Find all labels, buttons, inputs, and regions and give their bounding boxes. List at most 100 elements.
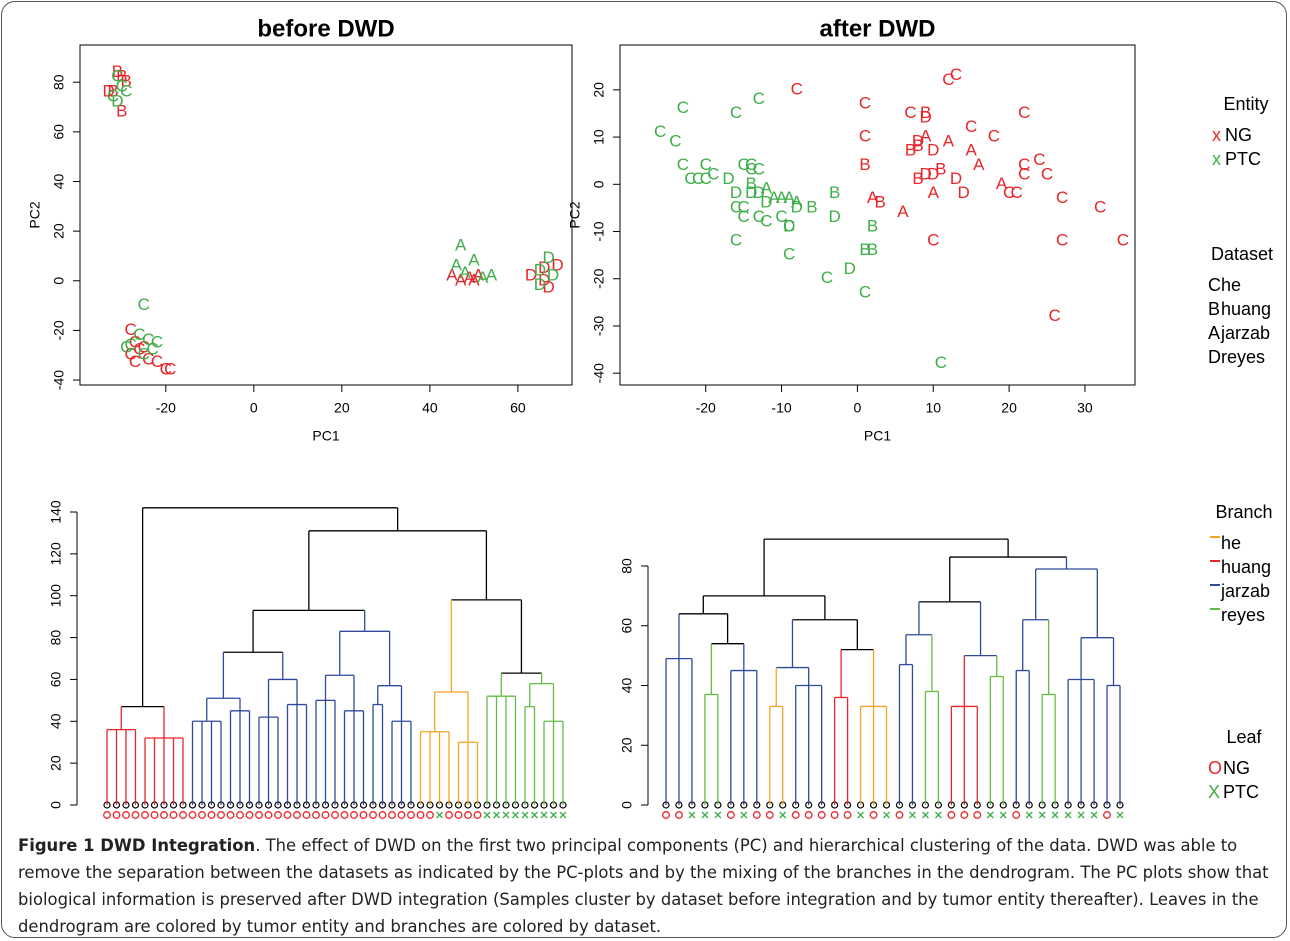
leaf-marker xyxy=(869,811,878,819)
leaf-marker-stroke xyxy=(1090,811,1098,819)
leaf-marker xyxy=(131,811,140,819)
point: C xyxy=(753,160,765,179)
point: C xyxy=(677,98,689,117)
point: C xyxy=(129,332,141,351)
point: B xyxy=(912,136,923,155)
leaf-marker xyxy=(226,811,235,819)
caption-text: . The effect of DWD on the first two pri… xyxy=(18,836,1269,936)
point: C xyxy=(783,245,795,264)
leaf-marker xyxy=(883,811,890,819)
point: C xyxy=(700,155,712,174)
point: B xyxy=(920,103,931,122)
point: A xyxy=(867,188,879,207)
leaf-marker xyxy=(493,811,500,819)
x-tick-label: 40 xyxy=(422,400,438,416)
point: A xyxy=(920,127,932,146)
point: C xyxy=(730,103,742,122)
point: D xyxy=(760,193,772,212)
x-tick-label: 20 xyxy=(334,400,350,416)
leaf-marker-stroke xyxy=(550,811,557,819)
point: C xyxy=(737,197,749,216)
point: A xyxy=(477,268,489,287)
leaf-marker-stroke xyxy=(540,811,548,819)
point: D xyxy=(920,164,932,183)
point: C xyxy=(1018,103,1030,122)
leaf-marker xyxy=(1116,811,1124,819)
point: B xyxy=(912,169,923,188)
x-tick-label: 0 xyxy=(854,400,862,416)
leaf-marker-stroke xyxy=(436,811,443,819)
point: D xyxy=(753,183,765,202)
point: D xyxy=(957,183,969,202)
leaf-marker xyxy=(765,811,774,819)
leaf-marker xyxy=(122,811,130,819)
leaf-marker xyxy=(340,811,349,819)
y-tick-label: 80 xyxy=(619,558,635,574)
y-tick-label: 40 xyxy=(48,713,64,729)
y-tick-label: 60 xyxy=(48,671,64,687)
plot-frame xyxy=(79,44,573,386)
leaf-marker xyxy=(779,811,787,819)
point: A xyxy=(468,250,480,269)
point: A xyxy=(897,202,909,221)
legend-symbol: x xyxy=(1212,125,1221,145)
point: C xyxy=(129,352,141,371)
point: C xyxy=(821,268,833,287)
y-tick-label: -20 xyxy=(51,320,67,340)
leaf-marker-stroke xyxy=(999,811,1007,819)
leaf-marker-stroke xyxy=(688,811,696,819)
leaf-marker xyxy=(198,811,206,819)
y-tick-label: 0 xyxy=(48,801,64,809)
point: B xyxy=(121,72,132,91)
point: A xyxy=(776,188,788,207)
legend-label: huang xyxy=(1221,299,1271,319)
legend-title: Branch xyxy=(1215,502,1272,522)
point: C xyxy=(1048,306,1060,325)
point: B xyxy=(112,62,123,81)
point: A xyxy=(455,236,467,255)
point: C xyxy=(753,207,765,226)
legend-symbol: X xyxy=(1208,782,1220,802)
point: C xyxy=(904,103,916,122)
point: C xyxy=(124,320,136,339)
point: C xyxy=(935,353,947,372)
point: C xyxy=(1003,183,1015,202)
leaf-marker xyxy=(483,811,491,819)
point: B xyxy=(935,160,946,179)
point: C xyxy=(142,350,154,369)
point: A xyxy=(965,141,977,160)
point: A xyxy=(459,263,471,282)
point: D xyxy=(534,260,546,279)
point: A xyxy=(791,193,803,212)
leaf-marker xyxy=(714,811,722,819)
leaf-marker xyxy=(1012,811,1021,819)
leaf-marker-stroke xyxy=(1038,811,1046,819)
y-tick-label: 60 xyxy=(619,618,635,634)
legend-symbol: x xyxy=(1212,149,1221,169)
point: D xyxy=(730,183,742,202)
leaf-marker xyxy=(947,811,956,819)
legend-label: huang xyxy=(1221,557,1271,577)
point: A xyxy=(451,255,463,274)
point: C xyxy=(753,89,765,108)
leaf-marker-stroke xyxy=(1077,811,1085,819)
point: A xyxy=(973,155,985,174)
point: D xyxy=(927,164,939,183)
point: D xyxy=(844,259,856,278)
leaf-marker xyxy=(1064,811,1072,819)
leaf-marker-stroke xyxy=(934,811,942,819)
leaf-marker-stroke xyxy=(1025,811,1033,819)
y-tick-label: 60 xyxy=(51,124,67,140)
leaf-marker xyxy=(662,811,670,819)
caption: Figure 1 DWD Integration. The effect of … xyxy=(18,832,1270,940)
y-tick-label: -20 xyxy=(591,268,607,288)
point: C xyxy=(745,155,757,174)
leaf-marker xyxy=(188,811,197,819)
leaf-marker xyxy=(274,811,282,819)
leaf-marker xyxy=(407,811,415,819)
y-tick-label: 20 xyxy=(51,223,67,239)
leaf-marker xyxy=(436,811,443,819)
y-tick-label: -40 xyxy=(51,370,67,390)
point: D xyxy=(543,248,555,267)
leaf-marker xyxy=(973,811,982,819)
